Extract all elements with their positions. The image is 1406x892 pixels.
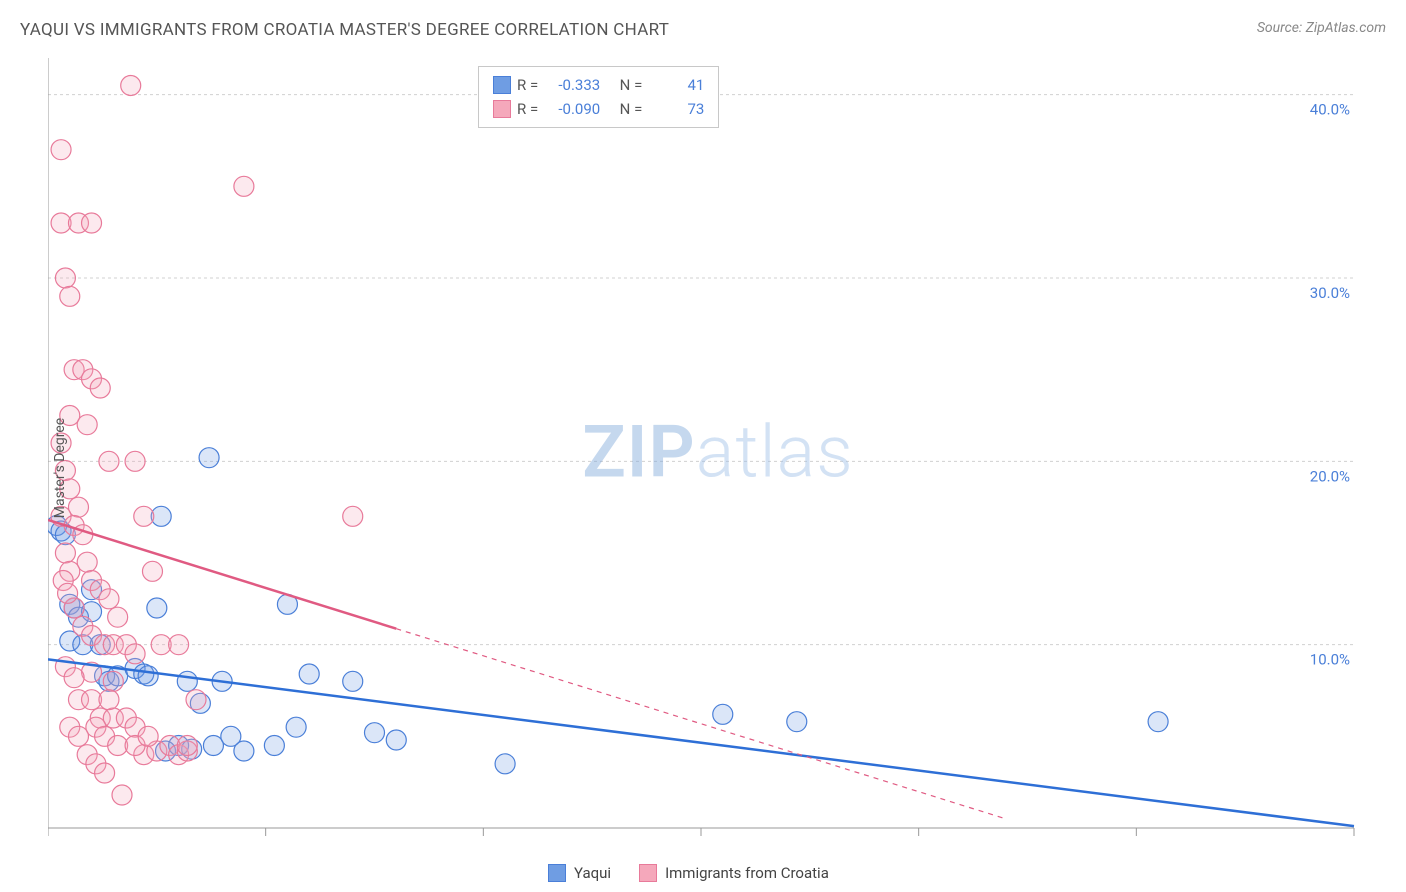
- legend-swatch: [493, 100, 511, 118]
- data-point: [234, 741, 254, 761]
- data-point: [108, 607, 128, 627]
- data-point: [68, 497, 88, 517]
- legend-swatch: [639, 864, 657, 882]
- data-point: [95, 763, 115, 783]
- data-point: [99, 451, 119, 471]
- legend-series-label: Yaqui: [574, 864, 611, 882]
- data-point: [125, 644, 145, 664]
- y-axis-label: Master's Degree: [52, 418, 68, 518]
- legend-n-label: N =: [620, 97, 643, 121]
- data-point: [264, 736, 284, 756]
- data-point: [134, 506, 154, 526]
- legend-row: R = -0.090 N =73: [493, 97, 704, 121]
- data-point: [64, 668, 84, 688]
- y-tick-label: 30.0%: [1310, 284, 1350, 302]
- data-point: [51, 140, 71, 160]
- data-point: [365, 723, 385, 743]
- legend-n-value: 73: [648, 97, 704, 121]
- data-point: [169, 635, 189, 655]
- legend-swatch: [493, 76, 511, 94]
- data-point: [99, 690, 119, 710]
- data-point: [299, 664, 319, 684]
- data-point: [58, 583, 78, 603]
- data-point: [199, 448, 219, 468]
- data-point: [103, 671, 123, 691]
- legend-swatch: [548, 864, 566, 882]
- legend-r-label: R =: [517, 97, 538, 121]
- data-point: [142, 561, 162, 581]
- legend-n-value: 41: [648, 73, 704, 97]
- data-point: [138, 726, 158, 746]
- data-point: [121, 76, 141, 96]
- data-point: [68, 726, 88, 746]
- data-point: [90, 378, 110, 398]
- legend-n-label: N =: [620, 73, 643, 97]
- series-legend: Yaqui Immigrants from Croatia: [548, 864, 829, 882]
- legend-r-value: -0.333: [544, 73, 600, 97]
- correlation-legend: R = -0.333 N =41 R = -0.090 N =73: [478, 66, 719, 128]
- data-point: [55, 543, 75, 563]
- page-title: YAQUI VS IMMIGRANTS FROM CROATIA MASTER'…: [20, 20, 669, 40]
- data-point: [1148, 712, 1168, 732]
- y-tick-label: 40.0%: [1310, 101, 1350, 119]
- data-point: [60, 286, 80, 306]
- y-tick-label: 20.0%: [1310, 467, 1350, 485]
- data-point: [713, 704, 733, 724]
- data-point: [343, 506, 363, 526]
- data-point: [77, 552, 97, 572]
- data-point: [787, 712, 807, 732]
- data-point: [177, 736, 197, 756]
- legend-item: Immigrants from Croatia: [639, 864, 829, 882]
- data-point: [203, 736, 223, 756]
- data-point: [77, 415, 97, 435]
- legend-item: Yaqui: [548, 864, 611, 882]
- data-point: [186, 690, 206, 710]
- legend-row: R = -0.333 N =41: [493, 73, 704, 97]
- source-label: Source: ZipAtlas.com: [1257, 20, 1386, 36]
- data-point: [234, 176, 254, 196]
- data-point: [343, 671, 363, 691]
- data-point: [147, 598, 167, 618]
- legend-r-label: R =: [517, 73, 538, 97]
- data-point: [112, 785, 132, 805]
- data-point: [177, 671, 197, 691]
- y-tick-label: 10.0%: [1310, 651, 1350, 669]
- data-point: [286, 717, 306, 737]
- scatter-chart: 10.0%20.0%30.0%40.0%0.0%30.0%: [48, 58, 1388, 838]
- data-point: [138, 666, 158, 686]
- data-point: [99, 589, 119, 609]
- legend-series-label: Immigrants from Croatia: [665, 864, 829, 882]
- data-point: [386, 730, 406, 750]
- data-point: [125, 451, 145, 471]
- chart-container: Master's Degree ZIPatlas 10.0%20.0%30.0%…: [48, 58, 1388, 878]
- data-point: [55, 268, 75, 288]
- trend-line-projected: [396, 629, 1005, 819]
- legend-r-value: -0.090: [544, 97, 600, 121]
- data-point: [82, 213, 102, 233]
- data-point: [495, 754, 515, 774]
